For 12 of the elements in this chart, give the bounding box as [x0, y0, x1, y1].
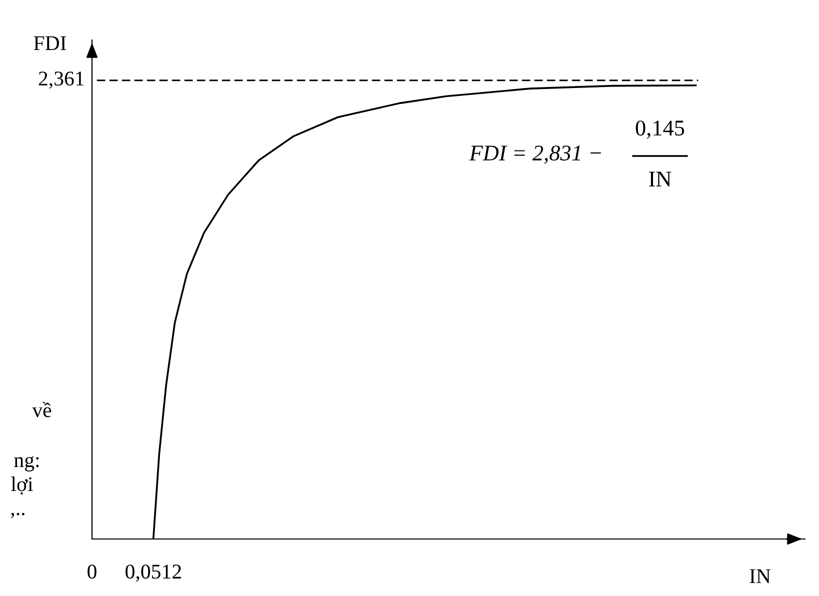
- annotation: FDI = 2,831 −: [469, 146, 601, 164]
- annotation: IN: [649, 172, 672, 186]
- x-axis-title: IN: [750, 569, 771, 584]
- x-tick-label: 0,0512: [126, 564, 181, 582]
- text: ng:: [14, 456, 39, 472]
- annotation: 0,145: [636, 120, 684, 139]
- text: lợi: [11, 476, 33, 494]
- text: về: [32, 402, 52, 418]
- text: 2,361: [38, 72, 84, 89]
- x-tick-label: 0: [88, 564, 96, 579]
- text: ,..: [10, 512, 24, 518]
- y-axis-title: FDI: [34, 36, 66, 50]
